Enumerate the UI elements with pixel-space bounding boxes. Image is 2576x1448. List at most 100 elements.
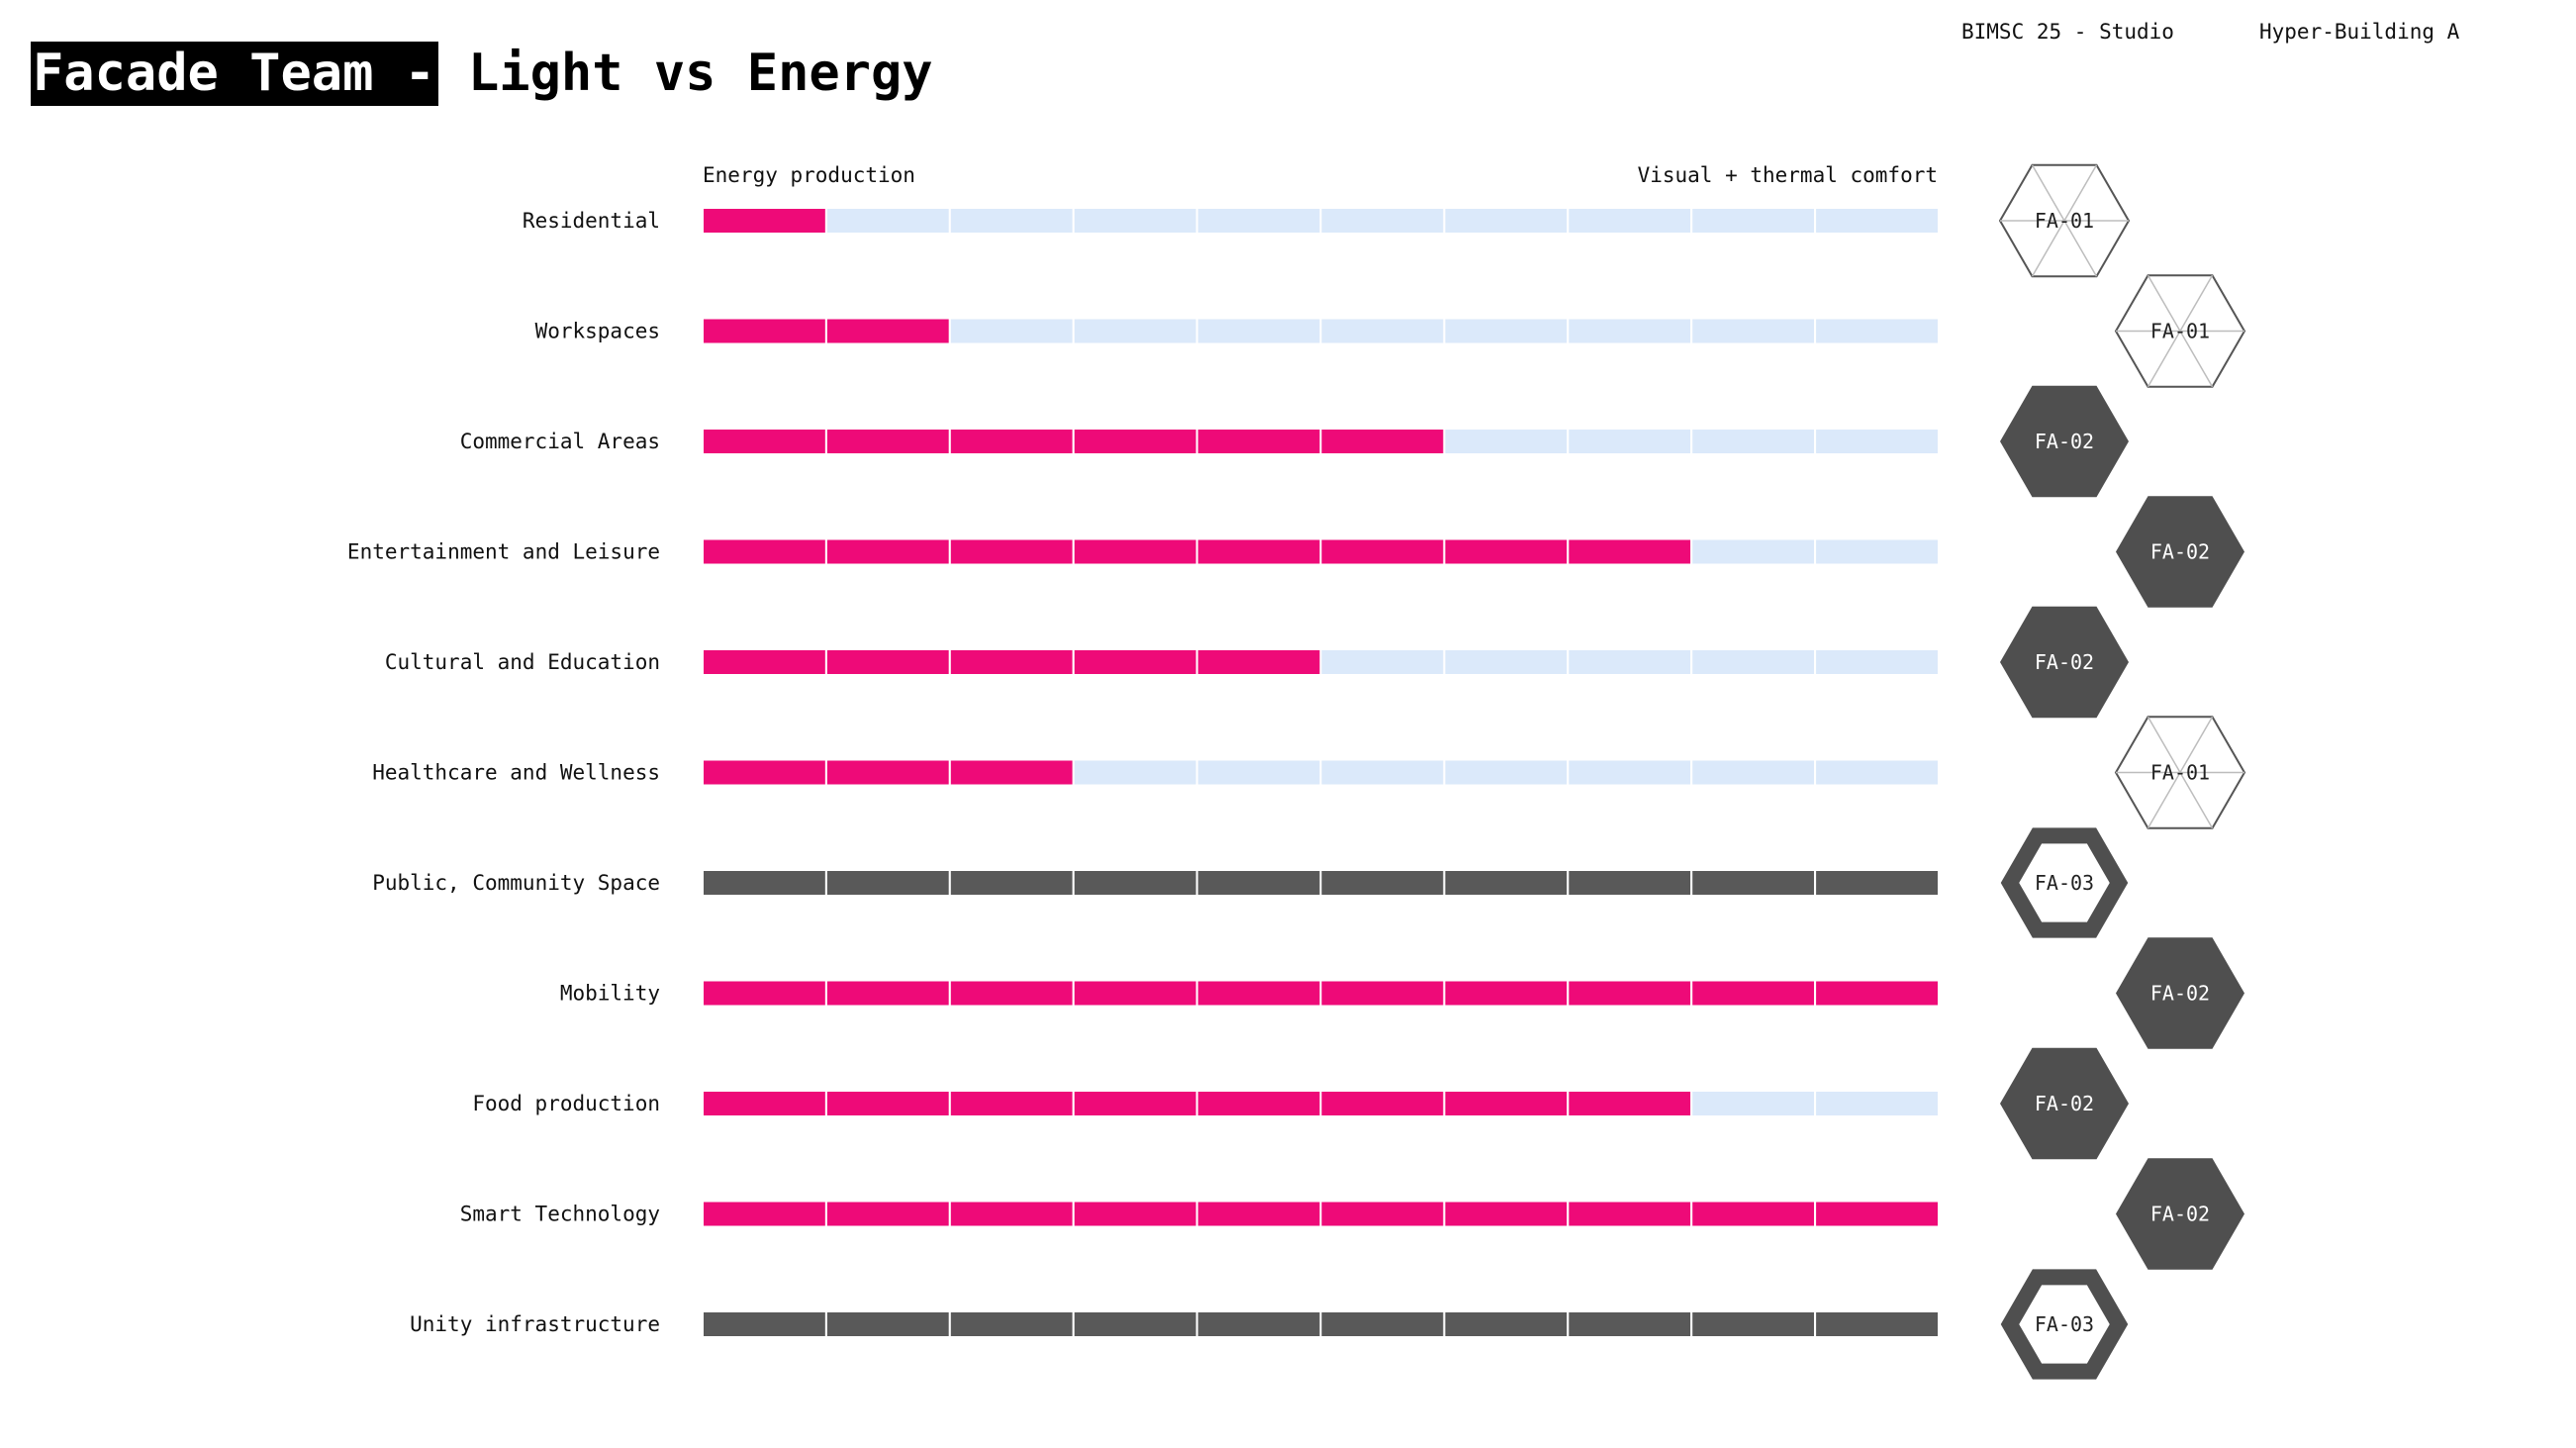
bar-segment-empty [1319,758,1446,787]
bar-segment-filled [948,979,1075,1008]
hexagon-shape [2116,496,2244,608]
hexagon-shape [2116,1158,2244,1270]
bar-segment-empty [1072,207,1198,235]
bar-segment-filled [1690,979,1817,1008]
hexagon-shape [2000,1047,2129,1160]
bar-segment-empty [1690,648,1817,676]
hexagon-shape [2000,606,2129,719]
bar-segment-empty [1814,1090,1940,1117]
facade-type-label: FA-02 [2035,1092,2094,1115]
bar-segment-filled [1690,869,1817,897]
facade-hexagon: FA-02 [2116,496,2244,608]
bar-segment-filled [1567,537,1693,566]
bar-segment-empty [1195,207,1322,235]
bar-segment-filled [1072,648,1198,676]
bar-segment-empty [1814,428,1940,455]
bar-segment-filled [702,1310,827,1338]
hexagon-shape [2000,827,2129,938]
hexagon-shape [2000,385,2129,498]
bar-segment-filled [1814,979,1940,1008]
bar-segment-filled [1072,1090,1198,1117]
bar-segment-empty [948,207,1075,235]
bar-segment-filled [702,1200,827,1228]
bar-segment-filled [824,758,951,787]
bar-segment-empty [1690,758,1817,787]
bar-segment-empty [1567,317,1693,345]
bar-segment-empty [824,207,951,235]
bar-segment-filled [702,869,827,897]
bar-segment-filled [1072,537,1198,566]
chart-rows: Residential FA-01 Workspaces FA-01 Commercia… [347,163,2246,1380]
bar-segment-empty [1319,207,1446,235]
bar-segment-filled [702,648,827,676]
bar-segment-empty [1443,428,1570,455]
bar-segment-filled [1195,1090,1322,1117]
bar-segment-empty [1814,758,1940,787]
bar-segment-filled [1567,979,1693,1008]
bar-segment-filled [702,537,827,566]
bar-segment-filled [824,869,951,897]
bar-segment-filled [1195,1200,1322,1228]
bar-segment-filled [948,648,1075,676]
facade-hexagon: FA-02 [2116,937,2244,1049]
bar-segment-filled [1443,1090,1570,1117]
bar-segment-filled [1443,1310,1570,1338]
bar-segment-filled [1195,537,1322,566]
category-label: Commercial Areas [460,430,660,453]
bar-segment-filled [948,1090,1075,1117]
title-subtitle: Light vs Energy [468,44,933,103]
bar-segment-filled [702,1090,827,1117]
bar-segment-filled [824,537,951,566]
bar-segment-filled [824,428,951,455]
facade-type-label: FA-01 [2150,320,2210,343]
bar-segment-empty [1072,317,1198,345]
facade-type-label: FA-02 [2150,540,2210,564]
title-highlight: Facade Team - [31,42,438,106]
category-label: Food production [472,1092,660,1115]
bar-segment-empty [1443,207,1570,235]
facade-type-label: FA-03 [2035,871,2094,895]
category-label: Mobility [560,982,660,1006]
bar-segment-empty [1814,317,1940,345]
bar-segment-filled [1195,648,1322,676]
bar-segment-empty [1195,317,1322,345]
facade-type-label: FA-01 [2150,761,2210,785]
bar-segment-filled [948,1200,1075,1228]
bar-segment-filled [1814,869,1940,897]
bar-segment-empty [1567,648,1693,676]
facade-hexagon: FA-03 [2000,827,2129,938]
facade-type-label: FA-01 [2035,209,2094,233]
bar-segment-filled [1567,1200,1693,1228]
category-label: Residential [523,209,660,233]
bar-segment-filled [702,207,827,235]
category-label: Public, Community Space [372,871,660,895]
bar-segment-empty [1567,207,1693,235]
bar-segment-empty [1443,317,1570,345]
bar-segment-empty [1319,317,1446,345]
bar-segment-empty [1814,207,1940,235]
facade-type-label: FA-02 [2035,650,2094,674]
bar-segment-filled [1814,1200,1940,1228]
bar-segment-filled [824,1090,951,1117]
bar-segment-filled [1319,1090,1446,1117]
bar-segment-filled [1072,869,1198,897]
bar-segment-empty [1814,648,1940,676]
facade-type-label: FA-02 [2035,430,2094,453]
bar-segment-filled [1072,979,1198,1008]
bar-segment-filled [1195,428,1322,455]
category-label: Cultural and Education [385,650,660,674]
bar-segment-filled [948,537,1075,566]
bar-segment-filled [1319,428,1446,455]
bar-segment-empty [1567,758,1693,787]
bar-segment-filled [1195,1310,1322,1338]
bar-segment-filled [1319,1310,1446,1338]
category-label: Workspaces [535,320,660,343]
facade-type-label: FA-02 [2150,982,2210,1006]
category-label: Entertainment and Leisure [347,540,660,564]
project-label: Hyper-Building A [2259,20,2460,44]
bar-segment-filled [1319,537,1446,566]
hexagon-diagonal [2031,164,2098,277]
bar-segment-filled [1814,1310,1940,1338]
bar-segment-filled [1443,537,1570,566]
category-label: Smart Technology [460,1203,660,1226]
